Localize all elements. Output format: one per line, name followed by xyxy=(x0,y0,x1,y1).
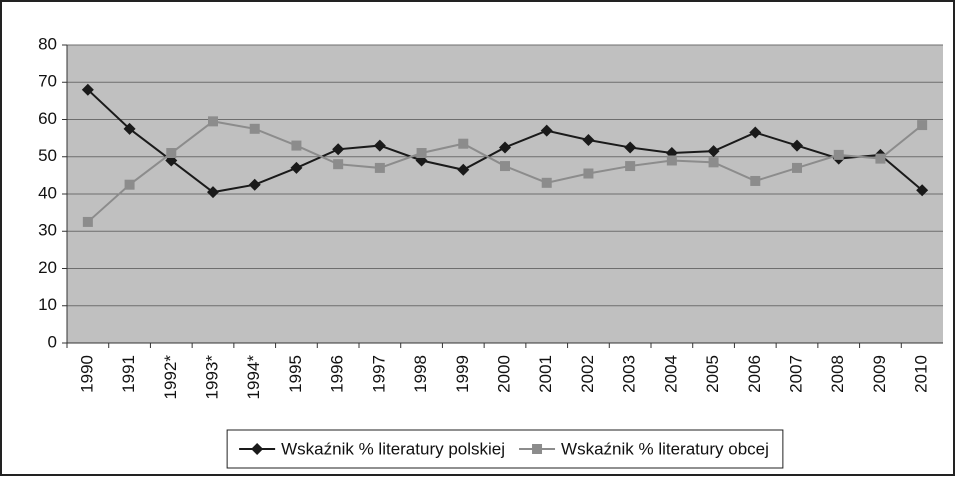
data-point xyxy=(708,157,719,168)
data-point xyxy=(792,162,802,173)
data-point xyxy=(791,139,803,152)
x-tick-label: 1998 xyxy=(411,355,430,393)
x-tick-label: 2003 xyxy=(620,355,639,393)
y-tick-label: 50 xyxy=(38,146,57,165)
x-tick-label: 2008 xyxy=(828,355,847,393)
data-point xyxy=(374,162,385,173)
data-point xyxy=(499,141,511,154)
data-point xyxy=(625,161,636,172)
x-tick-label: 2005 xyxy=(703,355,722,393)
x-tick-label: 2002 xyxy=(578,355,597,393)
data-point xyxy=(332,143,345,156)
data-point xyxy=(166,148,177,159)
x-tick-label: 2007 xyxy=(786,355,805,393)
data-point xyxy=(373,139,386,152)
data-point xyxy=(917,120,928,131)
data-point xyxy=(541,177,552,188)
data-point xyxy=(916,184,929,197)
data-point xyxy=(583,168,594,179)
x-tick-label: 1993* xyxy=(202,355,221,400)
y-tick-label: 70 xyxy=(38,72,57,91)
x-tick-label: 1994* xyxy=(244,355,263,400)
y-tick-label: 40 xyxy=(38,183,57,202)
x-tick-label: 1992* xyxy=(161,355,180,400)
data-point xyxy=(248,178,261,191)
x-tick-label: 2009 xyxy=(870,355,889,393)
y-tick-label: 60 xyxy=(38,109,57,128)
x-tick-label: 2006 xyxy=(745,355,764,393)
data-point xyxy=(207,186,219,199)
data-point xyxy=(582,133,595,146)
x-tick-label: 1995 xyxy=(286,355,305,393)
data-point xyxy=(833,149,844,160)
data-point xyxy=(249,123,260,134)
data-point xyxy=(333,159,344,170)
y-tick-label: 0 xyxy=(48,332,57,351)
data-point xyxy=(457,163,470,176)
data-point xyxy=(749,126,762,139)
legend-label: Wskaźnik % literatury obcej xyxy=(561,439,769,458)
data-point xyxy=(416,148,427,159)
x-tick-label: 2004 xyxy=(661,355,680,393)
x-tick-label: 1996 xyxy=(328,355,347,393)
legend-marker xyxy=(251,443,264,455)
data-point xyxy=(123,122,136,135)
x-tick-label: 2000 xyxy=(494,355,513,393)
y-tick-label: 30 xyxy=(38,221,57,240)
x-tick-label: 2010 xyxy=(912,355,931,393)
legend-box xyxy=(226,429,784,469)
x-tick-label: 1997 xyxy=(369,355,388,393)
data-point xyxy=(666,155,677,166)
data-point xyxy=(82,216,93,227)
data-point xyxy=(290,161,303,174)
data-point xyxy=(875,153,886,164)
data-point xyxy=(291,140,302,151)
data-point xyxy=(750,175,761,186)
data-point xyxy=(540,124,553,137)
y-tick-label: 80 xyxy=(38,34,57,53)
data-point xyxy=(81,83,94,96)
legend-marker xyxy=(532,444,543,454)
data-point xyxy=(500,161,510,172)
x-tick-label: 1991 xyxy=(119,355,138,393)
legend: Wskaźnik % literatury polskiej Wskaźnik %… xyxy=(226,429,784,469)
x-tick-label: 2001 xyxy=(536,355,555,393)
data-point xyxy=(458,138,469,149)
data-point xyxy=(624,141,637,154)
data-point xyxy=(208,116,218,127)
y-tick-label: 10 xyxy=(38,295,57,314)
x-tick-label: 1999 xyxy=(453,355,472,393)
data-point xyxy=(124,179,135,190)
legend-label: Wskaźnik % literatury polskiej xyxy=(281,439,505,458)
x-tick-label: 1990 xyxy=(77,355,96,393)
y-tick-label: 20 xyxy=(38,258,57,277)
data-point xyxy=(707,145,720,158)
